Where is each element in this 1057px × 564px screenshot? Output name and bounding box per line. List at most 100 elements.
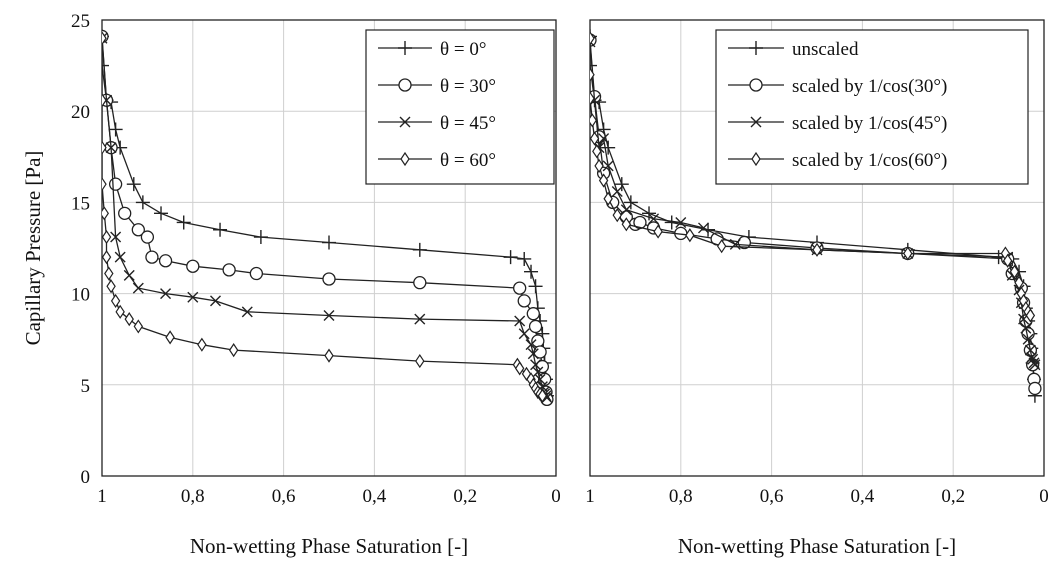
left-x-tick-label-4: 0,2: [453, 486, 477, 507]
left-series-3-point-8: [106, 279, 116, 294]
left-legend-label-2: θ = 45°: [440, 113, 496, 134]
left-series-3-point-26: [537, 388, 548, 403]
right-series-3-point-2: [590, 91, 595, 106]
left-x-tick-label-5: 0: [551, 486, 561, 507]
left-legend-label-1: θ = 30°: [440, 76, 496, 97]
left-series-2-point-9: [210, 295, 221, 307]
left-series-1-point-3: [108, 177, 123, 191]
right-series-3-point-3: [590, 113, 597, 128]
left-series-1-point-10: [222, 263, 236, 277]
left-series-3-point-2: [102, 140, 107, 155]
right-series-3-point-5: [592, 144, 602, 159]
left-series-2-point-3: [110, 231, 122, 243]
left-series-3-point-10: [115, 304, 125, 319]
left-x-tick-label-3: 0,4: [363, 486, 387, 507]
left-series-1-point-8: [158, 254, 173, 268]
left-series-2-point-17: [530, 359, 542, 371]
right-series-2-point-18: [1020, 322, 1032, 334]
right-legend-label-3: scaled by 1/cos(60°): [792, 150, 947, 171]
left-series-2-point-14: [518, 328, 530, 340]
right-series-2-point-6: [620, 204, 632, 216]
left-x-tick-label-1: 0,8: [181, 486, 205, 507]
right-series-3-point-24: [1025, 308, 1036, 323]
right-series-3-point-11: [653, 224, 663, 239]
left-series-1-point-16: [526, 307, 540, 321]
right-series-3-point-1: [590, 67, 595, 82]
left-series-3-point-7: [104, 266, 114, 281]
right-series-3: [590, 31, 1036, 323]
left-y-axis-label: Capillary Pressure [Pa]: [21, 151, 45, 346]
left-series-1-point-7: [145, 250, 159, 264]
left-series-3-point-14: [197, 337, 207, 352]
left-series-0-point-12: [322, 235, 336, 250]
left-series-2-point-8: [187, 291, 199, 303]
left-y-tick-label-0: 0: [81, 467, 91, 488]
left-series-3-point-5: [102, 229, 112, 245]
left-series-3-point-9: [110, 293, 121, 308]
left-series-0-point-13: [412, 242, 427, 257]
right-x-tick-label-3: 0,4: [851, 486, 875, 507]
right-series-3-point-13: [716, 239, 727, 254]
right-legend-label-2: scaled by 1/cos(45°): [792, 113, 947, 134]
right-series-2-point-7: [648, 213, 660, 225]
right-series-2-point-4: [602, 160, 614, 172]
right-x-tick-label-4: 0,2: [941, 486, 965, 507]
right-series-3-point-6: [594, 158, 604, 174]
right-series-2-point-9: [698, 222, 709, 234]
chart-right-panel: 1 0,8 0,6 0,4 0,2 0 Non-wetting Phase Saturati…: [585, 19, 1049, 558]
right-x-tick-label-0: 1: [585, 486, 595, 507]
left-series-1-point-12: [322, 272, 336, 286]
left-series-3: [102, 31, 548, 403]
left-series-2-point-11: [323, 309, 335, 321]
left-legend: θ = 0° θ = 30° θ = 45° θ = 60°: [365, 29, 555, 185]
right-series-0-point-8: [642, 206, 657, 221]
right-series-3-point-12: [685, 228, 695, 243]
right-series-0-point-6: [614, 177, 629, 192]
right-series-3-point-15: [903, 246, 913, 261]
left-series-0-point-8: [154, 206, 169, 221]
left-legend-marker-1: [398, 78, 412, 92]
right-series-3-point-4: [590, 131, 600, 146]
right-series-3-point-7: [598, 173, 609, 188]
left-series-3-point-19: [514, 361, 525, 376]
left-series-3-point-6: [102, 250, 112, 265]
left-series-2-point-2: [105, 142, 117, 154]
left-series-2-point-18: [532, 366, 544, 378]
right-series-0-point-7: [623, 195, 638, 210]
left-y-tick-label-4: 20: [71, 102, 90, 123]
left-x-tick-label-0: 1: [97, 486, 107, 507]
right-x-tick-label-2: 0,6: [760, 486, 784, 507]
right-series-2-point-5: [611, 185, 623, 197]
right-legend-marker-0: [749, 41, 763, 55]
left-series-2-point-19: [534, 373, 546, 385]
left-series-2-point-12: [414, 313, 426, 325]
right-legend-label-0: unscaled: [792, 39, 859, 60]
right-legend: unscaled scaled by 1/cos(30°) scaled by 1/…: [715, 29, 1029, 185]
left-series-0-point-14: [503, 250, 518, 265]
left-series-2-point-15: [525, 339, 537, 351]
right-x-tick-label-1: 0,8: [669, 486, 693, 507]
left-series-2-point-16: [527, 348, 539, 360]
left-series-3-point-1: [102, 93, 107, 108]
right-series-2-point-8: [675, 216, 687, 228]
left-series-1-point-17: [528, 319, 543, 334]
left-series-1-point-5: [131, 223, 145, 237]
right-series-1-point-7: [633, 215, 647, 230]
left-series-3-point-11: [124, 312, 134, 327]
right-series-3-point-0: [590, 31, 595, 46]
left-series-0-point-16: [524, 264, 539, 279]
left-series-3-point-17: [415, 354, 425, 369]
left-series-0-point-6: [126, 177, 141, 192]
right-series-3-point-10: [621, 217, 632, 232]
right-series-3-point-18: [1009, 264, 1020, 279]
left-series-3-point-16: [324, 348, 334, 363]
right-series-2-point-22: [1027, 353, 1039, 365]
left-axes-frame: [101, 19, 557, 477]
left-legend-marker-3: [400, 151, 410, 167]
left-series-1-point-4: [118, 206, 132, 220]
right-series-2-point-3: [598, 133, 610, 145]
left-series-2-point-7: [160, 288, 172, 300]
right-series-2-point-24: [1029, 359, 1041, 371]
right-legend-marker-2: [750, 116, 762, 128]
